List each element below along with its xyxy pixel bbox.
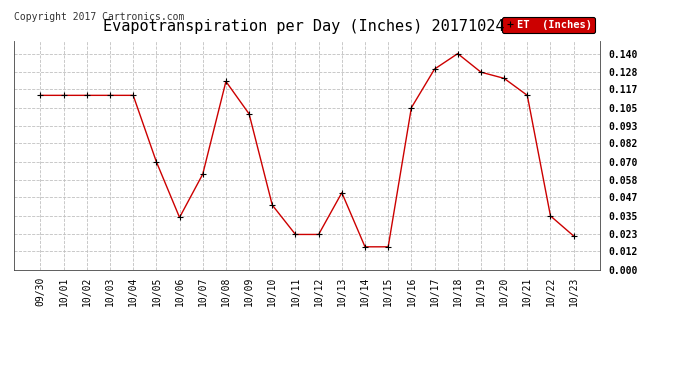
ET  (Inches)	[268, 203, 277, 207]
ET  (Inches)	[291, 232, 299, 237]
ET  (Inches)	[59, 93, 68, 98]
Text: Copyright 2017 Cartronics.com: Copyright 2017 Cartronics.com	[14, 12, 184, 21]
ET  (Inches)	[37, 93, 45, 98]
ET  (Inches)	[129, 93, 137, 98]
ET  (Inches)	[477, 70, 485, 74]
ET  (Inches)	[106, 93, 114, 98]
ET  (Inches)	[245, 112, 253, 116]
ET  (Inches)	[361, 244, 369, 249]
ET  (Inches)	[152, 159, 161, 164]
ET  (Inches)	[221, 79, 230, 84]
ET  (Inches)	[83, 93, 91, 98]
ET  (Inches)	[199, 172, 207, 176]
ET  (Inches)	[546, 214, 555, 218]
ET  (Inches)	[407, 105, 415, 110]
ET  (Inches)	[431, 67, 439, 71]
ET  (Inches)	[453, 51, 462, 56]
ET  (Inches)	[315, 232, 323, 237]
Legend: ET  (Inches): ET (Inches)	[502, 17, 595, 33]
Text: Evapotranspiration per Day (Inches) 20171024: Evapotranspiration per Day (Inches) 2017…	[103, 19, 504, 34]
Line: ET  (Inches): ET (Inches)	[38, 51, 576, 250]
ET  (Inches)	[500, 76, 509, 81]
ET  (Inches)	[569, 234, 578, 238]
ET  (Inches)	[523, 93, 531, 98]
ET  (Inches)	[175, 215, 184, 220]
ET  (Inches)	[337, 190, 346, 195]
ET  (Inches)	[384, 244, 393, 249]
